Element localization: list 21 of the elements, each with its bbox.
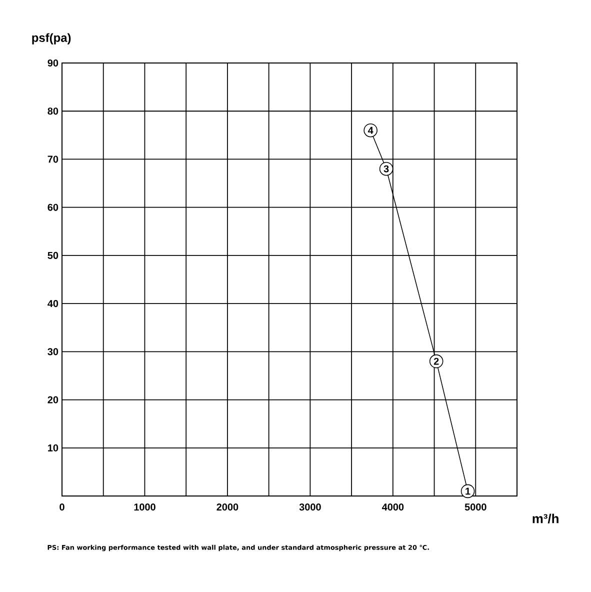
annotation: 3 <box>384 165 389 172</box>
y-tick-label: 40 <box>48 300 58 308</box>
y-tick-label: 70 <box>48 156 58 163</box>
x-tick-label: 1000 <box>134 504 156 511</box>
x-tick-label: 3000 <box>299 504 321 511</box>
annotation: 4 <box>368 126 374 134</box>
x-tick-label: 5000 <box>464 504 486 511</box>
y-tick-label: 60 <box>48 204 58 211</box>
x-axis-title: m³/h <box>532 514 558 524</box>
annotation: 2 <box>434 358 439 365</box>
x-tick-label: 0 <box>60 504 64 511</box>
annotation: 1 <box>466 488 470 495</box>
y-tick-label: 80 <box>48 108 58 115</box>
y-tick-label: 30 <box>48 348 58 356</box>
y-tick-label: 20 <box>48 396 58 404</box>
y-tick-label: 10 <box>48 444 58 452</box>
y-tick-label: 90 <box>48 59 58 67</box>
y-axis-title: psf(pa) <box>32 33 71 44</box>
x-tick-label: 2000 <box>216 504 238 511</box>
y-tick-label: 50 <box>48 252 58 259</box>
x-tick-label: 4000 <box>382 504 404 511</box>
